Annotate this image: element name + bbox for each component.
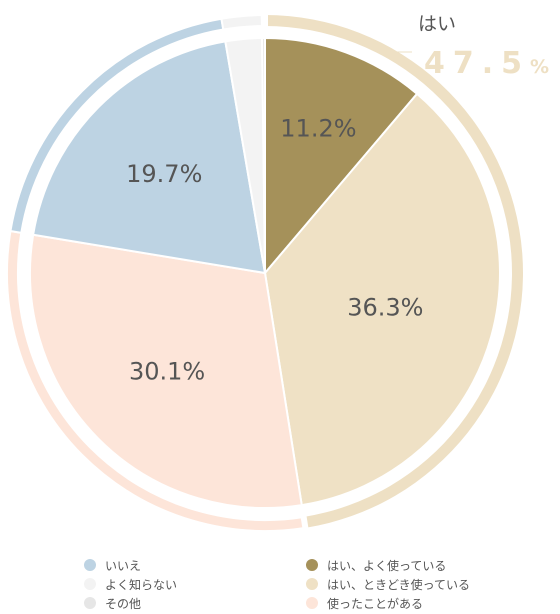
group-value-number: 47.5 bbox=[424, 46, 530, 81]
legend-item: はい、ときどき使っている bbox=[306, 575, 470, 593]
data-label-4: 19.7% bbox=[126, 160, 202, 188]
legend-item: いいえ bbox=[84, 556, 141, 574]
legend-swatch bbox=[306, 597, 318, 609]
legend-label: はい、よく使っている bbox=[327, 558, 447, 573]
group-value: 47.5% bbox=[424, 46, 549, 81]
legend-item: よく知らない bbox=[84, 575, 177, 593]
outer-ring-arc-5 bbox=[220, 14, 263, 31]
legend-swatch bbox=[84, 559, 96, 571]
pie-slice-1 bbox=[264, 36, 419, 276]
legend-label: よく知らない bbox=[105, 577, 178, 592]
group-label: はい bbox=[418, 13, 456, 35]
legend: いいえよく知らない その他 はい、よく使っているはい、ときどき使っている 使ったこと… bbox=[0, 556, 560, 614]
legend-swatch bbox=[84, 578, 96, 590]
legend-swatch bbox=[306, 559, 318, 571]
pie-slice-6 bbox=[261, 36, 266, 274]
outer-ring-gap-2 bbox=[300, 514, 309, 531]
legend-item: 使ったことがある bbox=[306, 594, 423, 612]
legend-label: 使ったことがある bbox=[327, 596, 424, 611]
data-label-1: 11.2% bbox=[280, 114, 356, 142]
slice-layer bbox=[29, 36, 501, 509]
legend-label: はい、ときどき使っている bbox=[327, 577, 471, 592]
pie-chart: 11.2% 36.3% 30.1% 19.7% はい 47.5% bbox=[6, 13, 549, 532]
legend-label: その他 bbox=[105, 596, 142, 611]
group-value-unit: % bbox=[530, 56, 549, 78]
data-label-3: 30.1% bbox=[129, 357, 205, 385]
data-label-layer: 11.2% 36.3% 30.1% 19.7% bbox=[126, 114, 423, 385]
outer-ring-layer bbox=[6, 13, 523, 532]
pie-slice-3 bbox=[29, 233, 303, 509]
legend-item: はい、よく使っている bbox=[306, 556, 446, 574]
pie-slice-4 bbox=[31, 40, 267, 275]
legend-item: その他 bbox=[84, 594, 141, 612]
legend-swatch bbox=[84, 597, 96, 609]
legend-swatch bbox=[306, 578, 318, 590]
legend-label: いいえ bbox=[105, 558, 142, 573]
pie-slice-2 bbox=[263, 92, 501, 507]
data-label-2: 36.3% bbox=[347, 294, 423, 322]
